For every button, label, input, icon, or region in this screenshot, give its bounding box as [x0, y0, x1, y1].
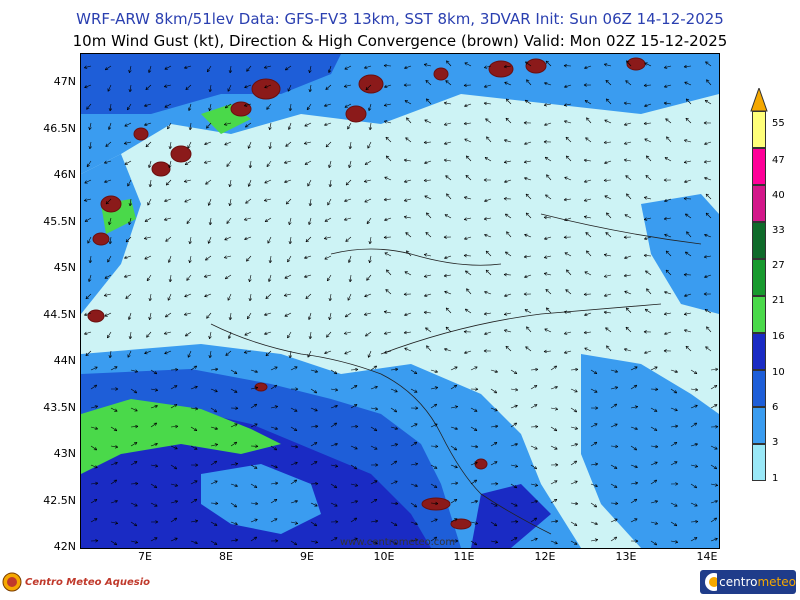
legend-label-6: 6 — [772, 402, 779, 413]
lat-label-42n: 42N — [53, 540, 76, 553]
legend-label-21: 21 — [772, 295, 785, 306]
legend-label-47: 47 — [772, 155, 785, 166]
lat-label-47n: 47N — [53, 75, 76, 88]
lat-label-42-5n: 42.5N — [43, 494, 76, 507]
color-legend — [752, 111, 766, 481]
lon-label-10e: 10E — [373, 550, 395, 563]
lon-label-7e: 7E — [138, 550, 152, 563]
legend-top-arrow-icon — [750, 88, 768, 112]
map-title-line1: WRF-ARW 8km/51lev Data: GFS-FV3 13km, SS… — [76, 10, 724, 28]
map-canvas — [81, 54, 719, 548]
legend-label-3: 3 — [772, 437, 779, 448]
legend-swatch-27 — [752, 259, 766, 296]
lon-label-11e: 11E — [453, 550, 475, 563]
legend-swatch-21 — [752, 296, 766, 333]
lat-label-45-5n: 45.5N — [43, 215, 76, 228]
legend-swatch-16 — [752, 333, 766, 370]
lon-label-9e: 9E — [300, 550, 314, 563]
legend-swatch-6 — [752, 407, 766, 444]
legend-swatch-55 — [752, 111, 766, 148]
lon-label-13e: 13E — [615, 550, 637, 563]
logo-centrometeo: centro meteo — [700, 570, 796, 594]
map-title-line2: 10m Wind Gust (kt), Direction & High Con… — [72, 32, 728, 50]
lon-label-12e: 12E — [534, 550, 556, 563]
legend-swatch-40 — [752, 185, 766, 222]
lat-label-45n: 45N — [53, 261, 76, 274]
legend-label-27: 27 — [772, 260, 785, 271]
legend-label-1: 1 — [772, 473, 779, 484]
lat-label-46-5n: 46.5N — [43, 122, 76, 135]
lat-label-44n: 44N — [53, 354, 76, 367]
map-watermark: www.centrometeo.com — [340, 537, 456, 548]
logo-emblem-icon — [2, 572, 22, 592]
logo-right-text-a: centro — [719, 575, 758, 589]
legend-label-40: 40 — [772, 190, 785, 201]
legend-label-10: 10 — [772, 367, 785, 378]
lat-label-44-5n: 44.5N — [43, 308, 76, 321]
legend-swatch-47 — [752, 148, 766, 185]
lat-label-43n: 43N — [53, 447, 76, 460]
lon-label-8e: 8E — [219, 550, 233, 563]
logo-left-text: Centro Meteo Aquesio — [25, 576, 150, 588]
legend-label-33: 33 — [772, 225, 785, 236]
logo-right-text-b: meteo — [757, 575, 796, 589]
legend-swatch-33 — [752, 222, 766, 259]
legend-label-55: 55 — [772, 118, 785, 129]
wind-gust-map — [80, 53, 720, 549]
legend-swatch-3 — [752, 444, 766, 481]
logo-centro-meteo-aquesio: Centro Meteo Aquesio — [2, 570, 150, 594]
logo-swirl-icon — [705, 573, 718, 591]
legend-swatch-10 — [752, 370, 766, 407]
lat-label-43-5n: 43.5N — [43, 401, 76, 414]
legend-label-16: 16 — [772, 331, 785, 342]
lat-label-46n: 46N — [53, 168, 76, 181]
lon-label-14e: 14E — [696, 550, 718, 563]
